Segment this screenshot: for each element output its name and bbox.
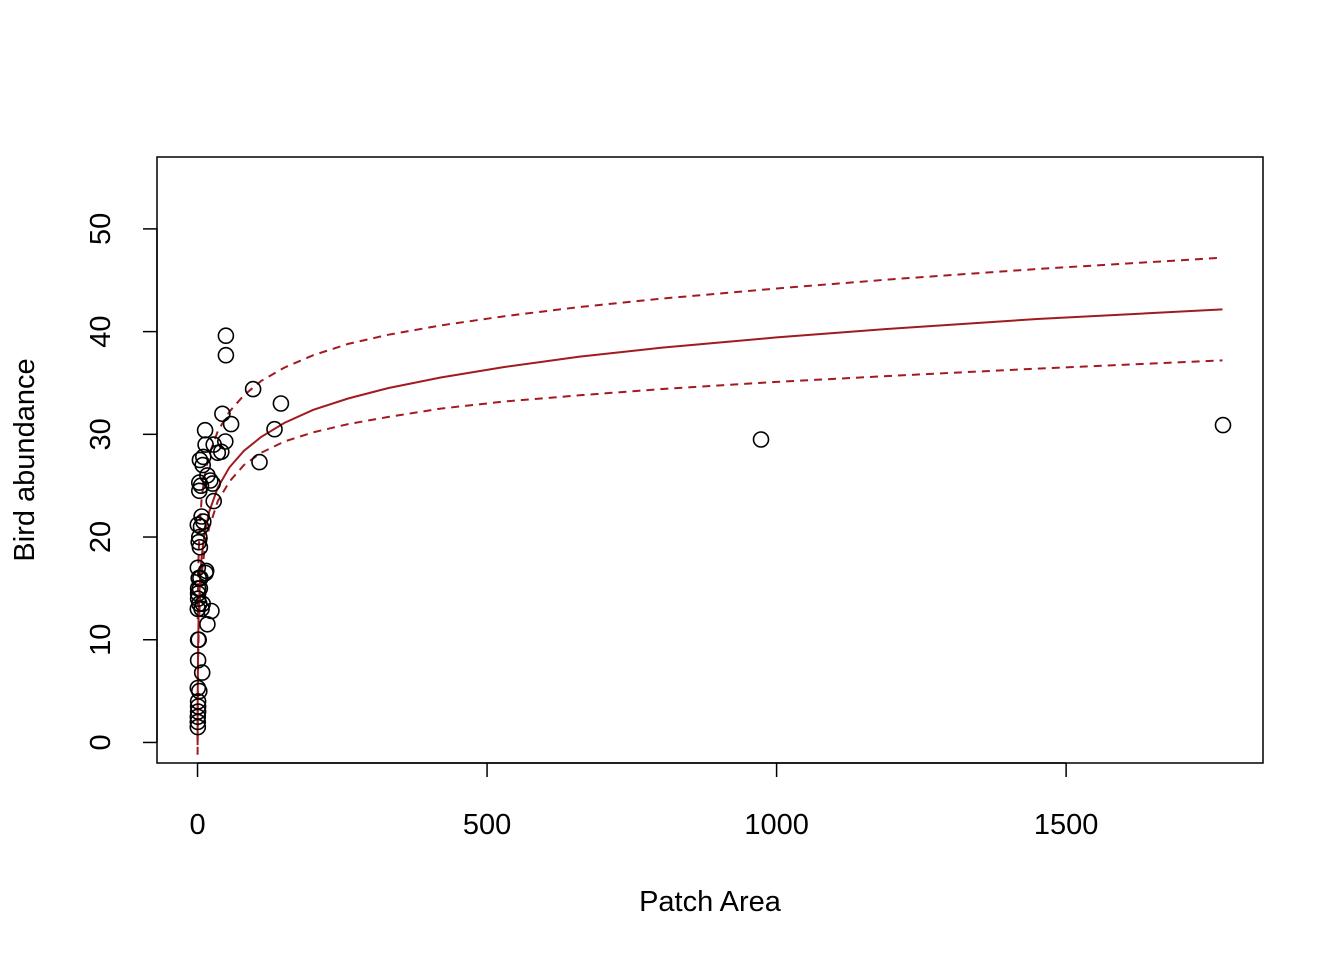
x-axis-label: Patch Area xyxy=(639,886,782,918)
ci-upper-line xyxy=(196,256,1223,620)
data-point xyxy=(214,405,231,423)
y-tick-label: 40 xyxy=(85,315,117,347)
data-point xyxy=(189,703,207,720)
y-axis: 0 10 20 30 40 50 xyxy=(85,213,158,751)
y-tick-label: 20 xyxy=(85,521,117,553)
x-tick-label: 1000 xyxy=(744,809,809,841)
data-point xyxy=(217,346,235,364)
data-point xyxy=(193,664,211,681)
plot-frame xyxy=(156,156,1264,764)
data-point xyxy=(204,475,221,492)
y-tick-label: 50 xyxy=(85,213,117,245)
data-point xyxy=(199,615,216,633)
data-point xyxy=(194,456,211,474)
data-point xyxy=(251,453,268,471)
data-point xyxy=(205,492,222,510)
ci-lower-line xyxy=(196,359,1223,755)
fit-line xyxy=(196,308,1223,746)
y-tick-label: 30 xyxy=(85,418,117,450)
data-point xyxy=(244,380,262,398)
data-point xyxy=(213,443,230,461)
data-point xyxy=(1214,416,1232,434)
data-point xyxy=(196,421,214,439)
data-point xyxy=(222,415,240,433)
data-point xyxy=(272,395,290,412)
y-tick-label: 0 xyxy=(85,734,117,750)
data-point xyxy=(191,682,208,700)
data-point xyxy=(752,431,770,448)
data-point xyxy=(191,538,209,556)
y-tick-label: 10 xyxy=(85,624,117,656)
y-axis-label: Bird abundance xyxy=(9,358,41,561)
x-tick-label: 1500 xyxy=(1034,809,1099,841)
x-axis: 0 500 1000 1500 xyxy=(189,762,1099,841)
x-tick-label: 0 xyxy=(189,809,205,841)
data-point xyxy=(191,528,208,546)
data-point xyxy=(189,693,207,710)
data-series xyxy=(189,256,1232,755)
data-point xyxy=(191,580,209,597)
data-point xyxy=(190,631,207,649)
data-point xyxy=(202,472,219,489)
x-tick-label: 500 xyxy=(463,809,511,841)
data-point xyxy=(195,513,212,530)
data-point xyxy=(189,651,207,669)
data-point xyxy=(266,420,283,438)
data-point xyxy=(217,327,235,345)
data-point xyxy=(197,564,214,582)
data-point xyxy=(217,433,234,450)
